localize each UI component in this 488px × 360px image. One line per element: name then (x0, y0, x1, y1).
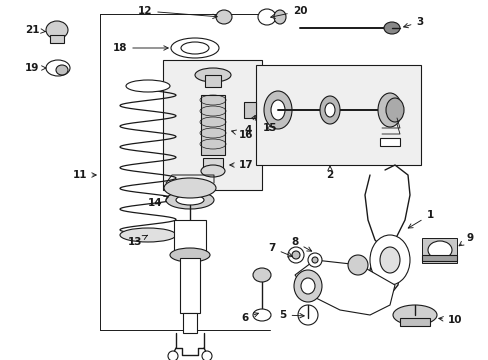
Ellipse shape (291, 251, 299, 259)
Ellipse shape (171, 38, 219, 58)
Ellipse shape (252, 309, 270, 321)
Ellipse shape (293, 270, 321, 302)
Ellipse shape (427, 241, 451, 259)
Ellipse shape (46, 21, 68, 39)
Text: 11: 11 (73, 170, 96, 180)
Ellipse shape (369, 235, 409, 285)
Bar (379, 138, 399, 146)
Ellipse shape (273, 10, 285, 24)
Bar (183, 313, 197, 333)
Text: 10: 10 (438, 315, 461, 325)
Ellipse shape (383, 22, 399, 34)
Text: 8: 8 (291, 237, 311, 251)
Text: 13: 13 (127, 235, 147, 247)
Bar (204, 75, 221, 87)
Text: 21: 21 (25, 25, 45, 35)
Ellipse shape (258, 9, 275, 25)
Bar (163, 60, 262, 190)
Ellipse shape (126, 80, 170, 92)
Ellipse shape (195, 68, 230, 82)
Ellipse shape (319, 96, 339, 124)
Ellipse shape (168, 351, 178, 360)
Bar (399, 318, 429, 326)
Ellipse shape (270, 100, 285, 120)
Ellipse shape (307, 253, 321, 267)
Bar (201, 95, 224, 155)
Bar (244, 102, 256, 118)
Text: 14: 14 (147, 197, 168, 208)
Ellipse shape (181, 42, 208, 54)
Text: 15: 15 (262, 123, 277, 133)
Ellipse shape (325, 103, 334, 117)
Ellipse shape (201, 165, 224, 177)
Ellipse shape (165, 191, 214, 209)
Text: 18: 18 (113, 43, 168, 53)
Text: 7: 7 (268, 243, 292, 257)
Text: 12: 12 (138, 6, 217, 19)
Text: 5: 5 (279, 310, 304, 320)
Ellipse shape (385, 98, 403, 122)
Ellipse shape (297, 305, 317, 325)
Bar (203, 158, 223, 171)
Ellipse shape (392, 305, 436, 325)
Bar (421, 255, 456, 261)
Text: 6: 6 (241, 312, 258, 323)
Bar (50, 35, 64, 43)
Ellipse shape (311, 257, 317, 263)
Ellipse shape (377, 93, 401, 127)
Text: 9: 9 (458, 233, 472, 246)
Ellipse shape (264, 91, 291, 129)
Ellipse shape (202, 351, 212, 360)
Ellipse shape (56, 65, 68, 75)
Ellipse shape (379, 247, 399, 273)
Text: 19: 19 (25, 63, 46, 73)
Ellipse shape (216, 10, 231, 24)
Bar (180, 258, 200, 313)
Ellipse shape (301, 278, 314, 294)
Ellipse shape (46, 60, 70, 76)
Ellipse shape (176, 195, 203, 205)
Text: 1: 1 (407, 210, 433, 228)
Text: 4: 4 (244, 116, 255, 135)
Bar (256, 65, 420, 165)
Ellipse shape (120, 228, 176, 242)
Text: 20: 20 (270, 6, 306, 18)
Ellipse shape (252, 268, 270, 282)
Text: 16: 16 (231, 130, 253, 140)
Text: 17: 17 (229, 160, 253, 170)
Ellipse shape (287, 247, 304, 263)
Ellipse shape (163, 178, 216, 198)
Ellipse shape (170, 248, 209, 262)
Text: 3: 3 (403, 17, 423, 28)
Ellipse shape (347, 255, 367, 275)
Bar (421, 238, 456, 263)
Polygon shape (294, 260, 394, 315)
Text: 2: 2 (325, 166, 333, 180)
Bar (174, 220, 205, 255)
